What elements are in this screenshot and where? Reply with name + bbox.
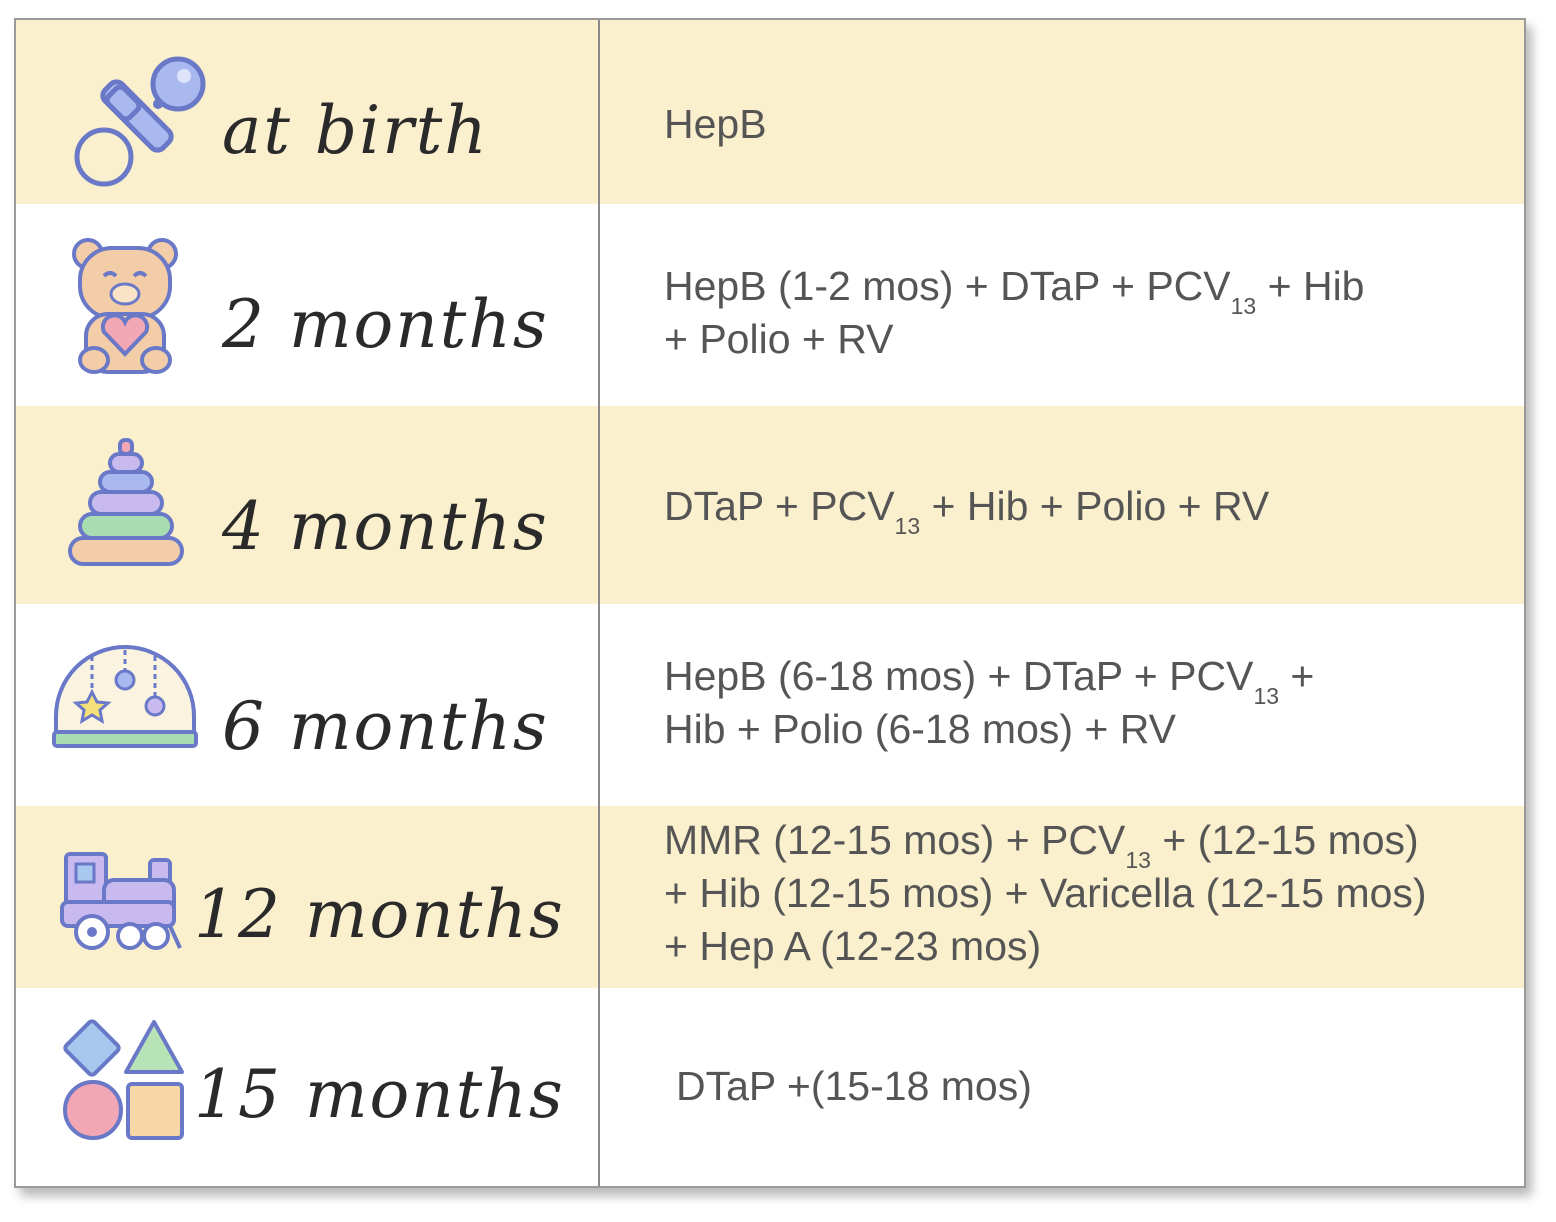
teddy-bear-icon xyxy=(72,238,178,374)
baby-gym-icon xyxy=(52,645,198,748)
vaccine-list: DTaP + PCV13 + Hib + Polio + RV xyxy=(664,483,1270,539)
age-label: 6 months xyxy=(222,688,549,765)
vaccine-list: HepB (6-18 mos) + DTaP + PCV13 + Hib + P… xyxy=(664,653,1315,752)
pacifier-icon xyxy=(74,56,206,187)
toy-train-icon xyxy=(60,852,182,950)
table-row: 2 months HepB (1-2 mos) + DTaP + PCV13 +… xyxy=(16,204,1524,406)
vaccine-list: MMR (12-15 mos) + PCV13 + (12-15 mos) + … xyxy=(664,817,1427,969)
table-row: 6 months HepB (6-18 mos) + DTaP + PCV13 … xyxy=(16,604,1524,806)
age-label: 12 months xyxy=(194,876,565,953)
age-label: 2 months xyxy=(222,286,549,363)
age-label: 15 months xyxy=(194,1056,565,1133)
table-row: 4 months DTaP + PCV13 + Hib + Polio + RV xyxy=(16,406,1524,604)
shape-sorter-icon xyxy=(63,1019,184,1140)
vaccine-schedule-table: at birth HepB 2 months HepB (1-2 mos) + … xyxy=(14,18,1526,1188)
age-label: 4 months xyxy=(222,488,549,565)
table-row: at birth HepB xyxy=(16,20,1524,204)
stacking-rings-icon xyxy=(68,438,184,566)
column-divider xyxy=(598,20,600,1186)
vaccine-list: HepB xyxy=(664,101,767,147)
age-label: at birth xyxy=(222,92,489,169)
vaccine-list: HepB (1-2 mos) + DTaP + PCV13 + Hib + Po… xyxy=(664,263,1365,362)
table-row: 15 months DTaP +(15-18 mos) xyxy=(16,988,1524,1186)
table-row: 12 months MMR (12-15 mos) + PCV13 + (12-… xyxy=(16,806,1524,988)
vaccine-list: DTaP +(15-18 mos) xyxy=(676,1063,1032,1109)
